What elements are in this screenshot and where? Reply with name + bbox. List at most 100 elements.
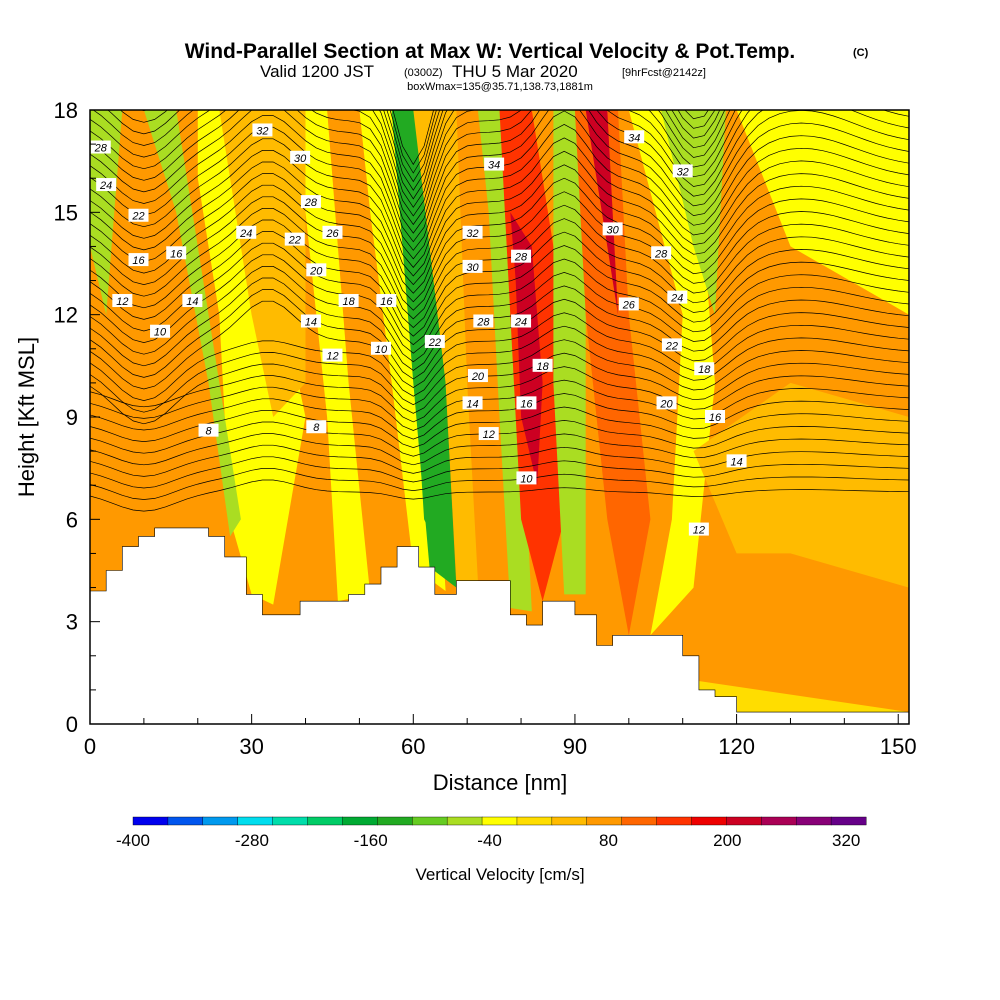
contour-label-box xyxy=(511,249,532,263)
theta-contour-line xyxy=(90,110,909,226)
contour-label-box xyxy=(511,314,532,328)
colorbar-swatch xyxy=(412,816,448,826)
contour-label-box xyxy=(150,324,171,338)
contour-label-text: 12 xyxy=(326,351,338,363)
contour-label: 10 xyxy=(370,341,391,356)
contour-label-box xyxy=(166,246,187,260)
theta-contour-line xyxy=(90,150,909,286)
contour-label-box xyxy=(705,410,726,423)
theta-contour-line xyxy=(90,110,909,251)
colorbar-swatch xyxy=(307,816,343,826)
contour-label-box xyxy=(726,454,747,468)
y-tick-label: 3 xyxy=(66,610,78,635)
contour-label-box xyxy=(462,396,483,410)
contour-label-box xyxy=(338,294,359,308)
contour-label-box xyxy=(478,427,499,441)
contour-label: 32 xyxy=(462,225,483,240)
theta-contour-line xyxy=(90,231,909,337)
contour-label: 34 xyxy=(624,130,645,144)
contour-label-box xyxy=(112,294,133,308)
x-tick-label: 90 xyxy=(563,734,587,759)
contour-label: 8 xyxy=(198,423,219,438)
contour-label-box xyxy=(128,253,149,267)
contour-label: 12 xyxy=(322,348,343,363)
contour-label-text: 24 xyxy=(239,228,252,240)
colorbar-swatch xyxy=(272,816,309,826)
contour-label: 26 xyxy=(618,297,639,311)
x-tick-label: 0 xyxy=(84,734,96,759)
velocity-region xyxy=(693,382,909,588)
contour-label-box xyxy=(516,396,537,410)
chart-subtitle-utc: (0300Z) xyxy=(404,67,443,79)
colorbar-swatch xyxy=(202,816,239,826)
velocity-region xyxy=(413,110,478,581)
contour-labels: 32 30 28 26 24 22 20 18 16 14 12 10 8 8 28 24 22 16 16 14 12… xyxy=(90,123,747,537)
contour-label: 26 xyxy=(322,225,343,240)
theta-contour-line xyxy=(90,110,909,243)
plot-area: 32 30 28 26 24 22 20 18 16 14 12 10 8 8 28 24 22 16 16 14 12… xyxy=(90,110,909,724)
contour-label-box xyxy=(182,294,203,308)
contour-label: 22 xyxy=(661,338,682,352)
contour-label: 16 xyxy=(166,246,187,260)
theta-contour-line xyxy=(90,456,909,489)
contour-label: 18 xyxy=(694,362,715,376)
contour-label-box xyxy=(651,246,672,260)
contour-label-text: 14 xyxy=(466,398,478,410)
theta-contour-line xyxy=(90,300,909,390)
contour-label-box xyxy=(370,341,391,355)
contour-label-text: 32 xyxy=(256,125,268,137)
contour-label-box xyxy=(252,123,273,137)
contour-label-text: 34 xyxy=(488,160,500,172)
contour-label: 32 xyxy=(252,123,273,137)
chart-subtitle-prefix: Valid 1200 JST xyxy=(260,62,374,81)
contour-label: 24 xyxy=(96,178,117,192)
contour-label: 20 xyxy=(656,396,677,410)
contour-label-box xyxy=(128,208,149,222)
colorbar-swatch xyxy=(586,816,623,826)
theta-contour-line xyxy=(90,164,909,294)
colorbar-swatch xyxy=(656,816,692,826)
velocity-region xyxy=(574,110,651,636)
contour-label-box xyxy=(198,423,219,437)
terrain xyxy=(90,527,909,724)
contour-label: 22 xyxy=(128,208,149,223)
colorbar-swatch xyxy=(761,816,797,826)
contour-label-text: 26 xyxy=(325,228,339,240)
contour-label: 28 xyxy=(511,249,532,264)
contour-label: 22 xyxy=(424,334,445,349)
contour-label: 16 xyxy=(705,410,726,424)
contour-label: 34 xyxy=(484,157,505,172)
contour-label-box xyxy=(484,157,505,171)
contour-label: 30 xyxy=(290,150,311,165)
contour-label-text: 28 xyxy=(654,248,668,260)
colorbar-swatch xyxy=(726,816,762,826)
contour-label-text: 24 xyxy=(514,316,527,328)
theta-contour-line xyxy=(90,277,909,371)
velocity-region xyxy=(585,110,618,315)
x-tick-label: 120 xyxy=(718,734,755,759)
contour-label-text: 12 xyxy=(483,429,495,441)
contour-label-box xyxy=(96,178,117,192)
contour-label-text: 28 xyxy=(514,252,528,264)
x-tick-label: 30 xyxy=(239,734,263,759)
contour-label: 28 xyxy=(473,314,494,328)
colorbar-swatch xyxy=(342,816,378,826)
velocity-region xyxy=(477,110,532,612)
velocity-region xyxy=(736,110,909,315)
contour-label-text: 34 xyxy=(628,132,640,144)
contour-label: 28 xyxy=(300,195,321,209)
contour-label-text: 20 xyxy=(659,398,673,410)
contour-label-box xyxy=(322,348,343,362)
theta-contours xyxy=(90,110,909,512)
theta-contour-line xyxy=(90,433,909,466)
contour-label-text: 10 xyxy=(154,327,167,339)
contour-label-box xyxy=(462,225,483,239)
contour-label: 18 xyxy=(338,294,359,308)
contour-label: 24 xyxy=(667,290,688,305)
contour-label-text: 12 xyxy=(693,525,705,537)
y-tick-label: 12 xyxy=(54,303,78,328)
theta-contour-line xyxy=(90,339,909,413)
colorbar-tick-label: 200 xyxy=(713,831,741,850)
chart-subtitle-forecast: [9hrFcst@2142z] xyxy=(622,67,706,79)
contour-label-box xyxy=(618,297,639,311)
